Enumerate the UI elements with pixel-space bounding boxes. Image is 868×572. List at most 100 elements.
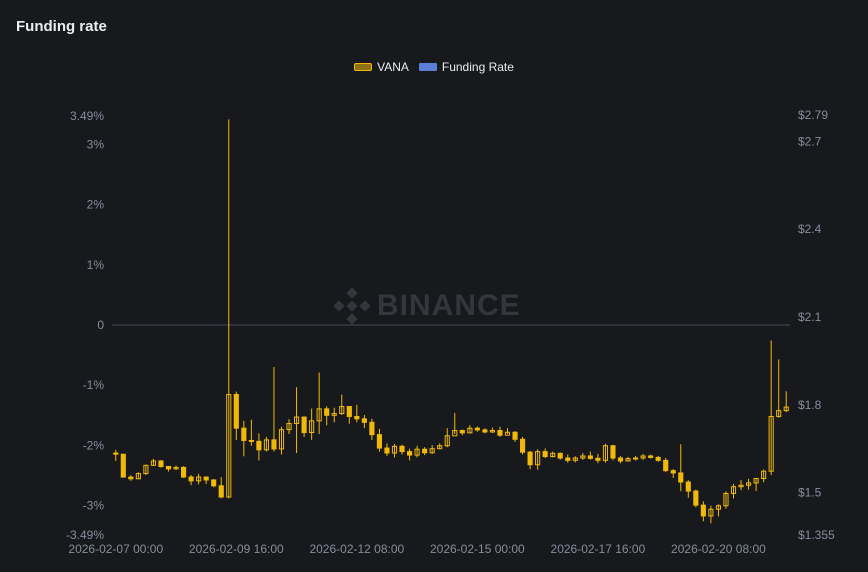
- price-candle[interactable]: [474, 426, 480, 432]
- price-candle[interactable]: [135, 472, 141, 480]
- price-candle[interactable]: [437, 443, 443, 450]
- price-candle[interactable]: [301, 416, 307, 437]
- price-candle[interactable]: [459, 429, 465, 436]
- price-candle[interactable]: [693, 489, 699, 508]
- price-candle[interactable]: [406, 448, 413, 461]
- price-candle[interactable]: [324, 406, 330, 426]
- candle-body: [376, 434, 383, 449]
- price-candle[interactable]: [241, 420, 247, 457]
- price-candle[interactable]: [648, 454, 654, 459]
- price-candle[interactable]: [467, 425, 473, 434]
- price-candle[interactable]: [527, 451, 533, 470]
- price-candle[interactable]: [482, 428, 488, 434]
- price-candle[interactable]: [369, 418, 375, 440]
- price-candle[interactable]: [376, 428, 383, 452]
- price-candle[interactable]: [331, 407, 337, 423]
- price-candle[interactable]: [196, 473, 202, 485]
- price-candle[interactable]: [572, 456, 578, 463]
- price-candle[interactable]: [715, 504, 722, 517]
- price-candle[interactable]: [120, 453, 126, 478]
- price-candle[interactable]: [783, 391, 789, 413]
- price-candle[interactable]: [309, 408, 315, 440]
- price-candle[interactable]: [180, 466, 187, 478]
- price-candle[interactable]: [632, 455, 639, 461]
- price-candle[interactable]: [557, 452, 563, 460]
- price-candle[interactable]: [203, 476, 209, 485]
- price-candle[interactable]: [286, 419, 292, 435]
- price-candle[interactable]: [263, 436, 270, 452]
- price-candle[interactable]: [113, 449, 119, 461]
- price-candle[interactable]: [226, 119, 232, 499]
- price-candle[interactable]: [165, 465, 172, 472]
- candle-body: [535, 451, 541, 466]
- price-candle[interactable]: [384, 443, 390, 456]
- price-candle[interactable]: [602, 443, 609, 463]
- price-candle[interactable]: [489, 427, 496, 433]
- price-candle[interactable]: [422, 447, 428, 456]
- price-candle[interactable]: [776, 359, 782, 418]
- price-candle[interactable]: [429, 445, 435, 454]
- price-candle[interactable]: [738, 479, 744, 491]
- price-candle[interactable]: [504, 428, 511, 436]
- price-candle[interactable]: [399, 444, 405, 455]
- candle-body: [414, 448, 420, 456]
- price-candle[interactable]: [497, 426, 503, 437]
- price-candle[interactable]: [723, 491, 729, 509]
- price-candle[interactable]: [248, 419, 254, 446]
- price-candle[interactable]: [700, 501, 706, 522]
- price-candle[interactable]: [414, 445, 420, 458]
- price-candle[interactable]: [580, 453, 586, 460]
- price-candle[interactable]: [452, 412, 458, 437]
- price-candle[interactable]: [143, 464, 149, 475]
- left-axis-tick-label: 3.49%: [70, 109, 104, 123]
- price-candle[interactable]: [354, 404, 360, 423]
- price-candle[interactable]: [346, 406, 352, 424]
- legend-item-funding-rate[interactable]: Funding Rate: [418, 60, 514, 74]
- price-candle[interactable]: [150, 458, 157, 466]
- price-candle[interactable]: [768, 340, 774, 475]
- price-candle[interactable]: [339, 394, 345, 415]
- price-candle[interactable]: [685, 480, 691, 498]
- price-candle[interactable]: [625, 456, 631, 462]
- price-candle[interactable]: [655, 455, 661, 462]
- price-candle[interactable]: [678, 444, 684, 492]
- price-candle[interactable]: [640, 453, 646, 460]
- price-candle[interactable]: [316, 372, 322, 435]
- price-candle[interactable]: [293, 387, 300, 454]
- price-candle[interactable]: [542, 448, 548, 459]
- price-candle[interactable]: [391, 443, 398, 458]
- candle-body: [602, 445, 609, 461]
- legend-item-vana[interactable]: VANA: [354, 60, 409, 74]
- price-candle[interactable]: [512, 431, 518, 442]
- price-candle[interactable]: [753, 477, 759, 492]
- candle-body: [316, 408, 322, 422]
- price-candle[interactable]: [211, 479, 217, 488]
- price-candle[interactable]: [617, 455, 624, 464]
- price-candle[interactable]: [278, 426, 285, 455]
- price-candle[interactable]: [761, 469, 767, 483]
- price-candle[interactable]: [271, 367, 277, 452]
- price-candle[interactable]: [233, 391, 239, 440]
- price-candle[interactable]: [361, 415, 367, 429]
- price-candle[interactable]: [610, 444, 616, 461]
- price-candle[interactable]: [730, 483, 737, 499]
- price-candle[interactable]: [218, 477, 224, 499]
- price-candle[interactable]: [565, 454, 571, 463]
- price-candle[interactable]: [670, 469, 676, 478]
- price-candle[interactable]: [256, 433, 262, 461]
- price-candle[interactable]: [173, 465, 179, 471]
- price-candle[interactable]: [587, 451, 593, 460]
- price-candle[interactable]: [550, 451, 556, 458]
- price-candle[interactable]: [535, 449, 541, 470]
- price-candle[interactable]: [519, 436, 526, 455]
- price-candle[interactable]: [745, 478, 752, 490]
- price-candle[interactable]: [158, 460, 164, 468]
- price-candle[interactable]: [128, 475, 134, 481]
- price-candle[interactable]: [444, 428, 450, 448]
- price-candle[interactable]: [188, 475, 194, 486]
- price-candle[interactable]: [595, 453, 601, 464]
- candle-body: [776, 410, 782, 417]
- price-candle[interactable]: [708, 505, 714, 524]
- price-candle[interactable]: [663, 458, 669, 473]
